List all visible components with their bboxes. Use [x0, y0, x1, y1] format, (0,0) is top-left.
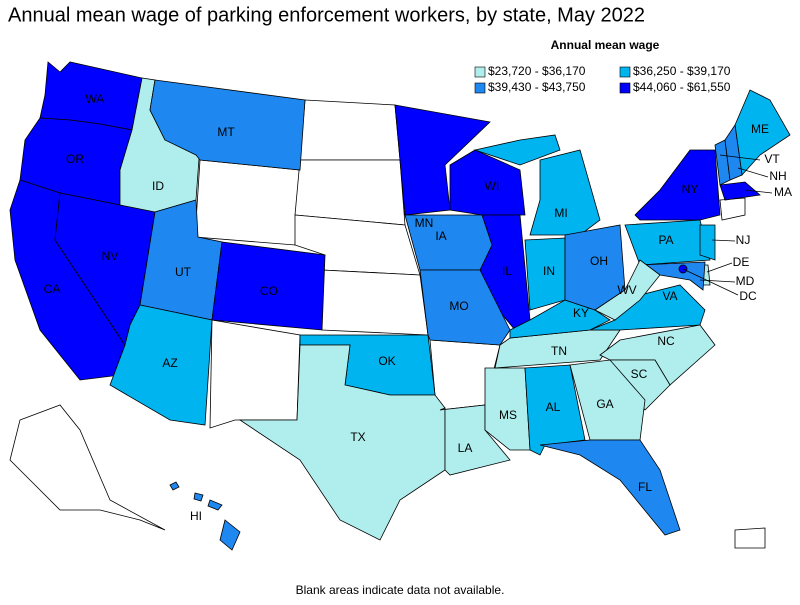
state-label: MT [217, 125, 235, 139]
callout [744, 189, 773, 194]
state-label: MI [554, 206, 567, 220]
state [109, 304, 213, 426]
state-label: UT [175, 265, 192, 279]
state-label: OH [590, 254, 608, 268]
state [404, 214, 493, 271]
blank-states [9, 99, 766, 549]
callout [719, 154, 761, 161]
callout [711, 239, 736, 242]
state-label: PA [658, 233, 673, 247]
state-blank [9, 404, 166, 531]
legend-label: $39,430 - $43,750 [488, 80, 586, 94]
state [509, 299, 611, 339]
state-label: FL [638, 480, 652, 494]
legend-swatch [474, 82, 486, 94]
legend-swatch [474, 66, 486, 78]
state-label: IN [543, 264, 555, 278]
state-label: TX [350, 430, 365, 444]
state-label: NH [769, 169, 786, 183]
state-label: OR [66, 152, 84, 166]
state-label: DC [739, 289, 757, 303]
state-label: VT [764, 152, 780, 166]
legend-title: Annual mean wage [551, 38, 660, 52]
state [169, 481, 241, 551]
state-blank [294, 159, 406, 226]
state-blank [734, 527, 766, 549]
state [238, 344, 446, 541]
state-label: HI [190, 509, 202, 523]
state-label: MA [774, 185, 792, 199]
state-label: AL [546, 400, 561, 414]
state [699, 224, 716, 261]
callout [682, 268, 739, 296]
state-label: DE [733, 255, 750, 269]
state-label: MO [449, 299, 468, 313]
state [211, 241, 326, 331]
state-label: NY [682, 182, 699, 196]
state-label: OK [378, 354, 395, 368]
state-blank [194, 159, 301, 246]
state-label: LA [458, 441, 473, 455]
state-blank [299, 99, 401, 161]
state [149, 79, 306, 171]
state [624, 219, 711, 266]
state-label: AZ [162, 356, 177, 370]
legend-label: $44,060 - $61,550 [633, 80, 731, 94]
state [594, 259, 661, 321]
state-blank [321, 269, 429, 336]
state [719, 181, 761, 201]
legend-swatch [619, 82, 631, 94]
state-label: IL [502, 264, 512, 278]
state [724, 123, 743, 181]
callouts [682, 154, 773, 296]
state-label: MN [415, 216, 434, 230]
state-label: VA [662, 289, 677, 303]
legend: $23,720 - $36,170 $36,250 - $39,170 $39,43… [474, 64, 731, 94]
state-label: NJ [736, 233, 751, 247]
state-label: ID [152, 179, 164, 193]
state-label: CA [44, 282, 61, 296]
callout [737, 167, 769, 178]
state-label: IA [435, 229, 446, 243]
state-label: WI [485, 179, 500, 193]
legend-label: $36,250 - $39,170 [633, 64, 731, 78]
state-blank [209, 319, 301, 429]
state-label: TN [551, 344, 567, 358]
state-label: KY [573, 306, 589, 320]
state [634, 149, 721, 221]
legend-label: $23,720 - $36,170 [488, 64, 586, 78]
note: Blank areas indicate data not available. [296, 583, 505, 597]
state [569, 359, 646, 441]
state-label: WA [86, 92, 105, 106]
state-label: SC [631, 367, 648, 381]
state-label: ME [751, 122, 769, 136]
state-label: NV [102, 249, 119, 263]
states: WA OR CA NV ID MT UT AZ CO MN WI IL IA MO OK TX LA MS AL TN… [9, 61, 792, 551]
state-label: MD [736, 274, 755, 288]
state-label: MS [499, 408, 517, 422]
state-label: CO [260, 284, 278, 298]
callout [706, 262, 733, 273]
state-label: WV [617, 283, 636, 297]
state-label: GA [596, 397, 613, 411]
callout [699, 279, 736, 283]
state [539, 439, 681, 536]
state-blank [719, 197, 746, 221]
title: Annual mean wage of parking enforcement … [8, 4, 645, 26]
legend-swatch [619, 66, 631, 78]
state-label: NC [657, 334, 675, 348]
